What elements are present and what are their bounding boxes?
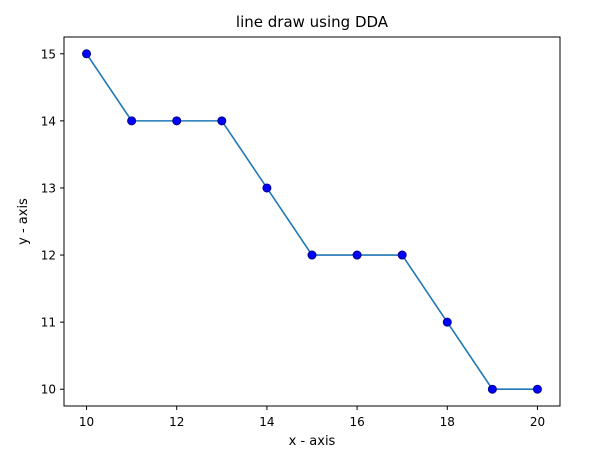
x-tick-label: 18 [440,415,455,429]
x-tick-label: 10 [79,415,94,429]
x-tick-label: 14 [259,415,274,429]
y-axis-label: y - axis [16,198,31,245]
series-layer [82,49,542,394]
x-axis-label: x - axis [289,434,336,449]
data-point [172,116,182,126]
x-axis-ticks: 10 12 14 16 18 20 [79,406,545,429]
y-tick-label: 12 [41,249,56,263]
data-point [487,384,497,394]
y-tick-label: 11 [41,316,56,330]
data-point [217,116,227,126]
plot-frame [63,36,561,407]
x-tick-label: 12 [169,415,184,429]
data-point [352,250,362,260]
data-point [397,250,407,260]
y-tick-label: 13 [41,181,56,195]
y-tick-label: 14 [41,114,56,128]
data-point [442,317,452,327]
data-point [127,116,137,126]
data-point [262,183,272,193]
chart-title: line draw using DDA [236,13,389,31]
data-point [307,250,317,260]
data-point [82,49,92,59]
data-point [532,384,542,394]
x-tick-label: 16 [349,415,364,429]
y-tick-label: 15 [41,47,56,61]
y-tick-label: 10 [41,383,56,397]
y-axis-ticks: 10 11 12 13 14 15 [41,47,64,397]
plot-area [64,37,560,406]
x-tick-label: 20 [530,415,545,429]
